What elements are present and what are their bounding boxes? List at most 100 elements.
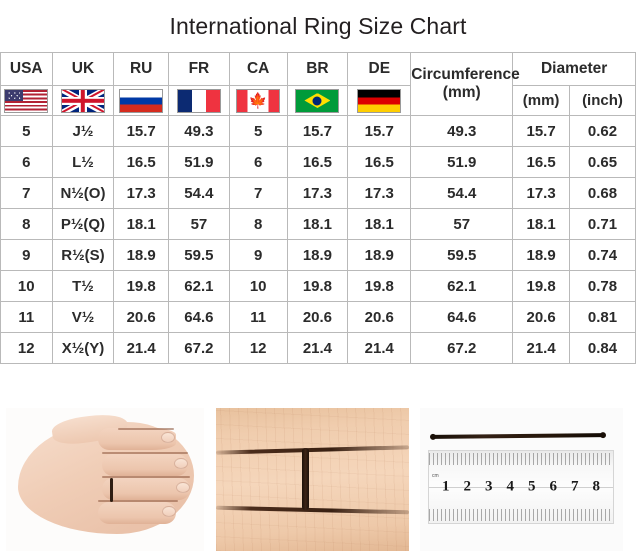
header-diameter-mm: (mm)	[512, 85, 570, 116]
cell-ru: 15.7	[113, 115, 169, 147]
cell-ca: 8	[228, 208, 288, 240]
ruler-tick-7: 7	[571, 478, 579, 495]
header-usa: USA	[0, 52, 53, 86]
page-title: International Ring Size Chart	[169, 13, 467, 39]
cell-uk: N½(O)	[51, 177, 115, 209]
cell-circumference: 49.3	[410, 115, 514, 147]
cell-de: 16.5	[347, 146, 412, 178]
cell-br: 18.1	[286, 208, 349, 240]
cell-de: 19.8	[347, 270, 412, 302]
string-wrapped-around-finger	[302, 448, 309, 510]
flag-usa-icon	[4, 88, 49, 113]
header-ru: RU	[113, 52, 169, 86]
ruler-tick-6: 6	[549, 478, 558, 495]
cell-uk: P½(Q)	[51, 208, 115, 240]
photo-string-on-ruler: cm 1 2 3 4 5 6 7 8	[420, 408, 623, 551]
cell-diameter-inch: 0.68	[568, 177, 636, 209]
cell-diameter-inch: 0.62	[568, 115, 636, 147]
ruler-tick-5: 5	[528, 478, 536, 495]
cell-usa: 6	[0, 146, 53, 178]
measured-string	[431, 433, 605, 439]
flag-cell-uk	[51, 85, 115, 116]
table-row: 8 P½(Q) 18.1 57 8 18.1 18.1 57 18.1 0.71	[0, 208, 636, 240]
flag-br-icon	[295, 88, 340, 113]
cell-ca: 12	[228, 332, 288, 364]
cell-br: 17.3	[286, 177, 349, 209]
ruler-tick-4: 4	[506, 478, 515, 495]
ruler: cm 1 2 3 4 5 6 7 8	[428, 450, 614, 524]
table-body: 5 J½ 15.7 49.3 5 15.7 15.7 49.3 15.7 0.6…	[0, 115, 636, 364]
cell-br: 20.6	[286, 301, 349, 333]
table-row: 10 T½ 19.8 62.1 10 19.8 19.8 62.1 19.8 0…	[0, 270, 636, 302]
cell-ca: 5	[228, 115, 288, 147]
cell-de: 20.6	[347, 301, 412, 333]
cell-ca: 7	[228, 177, 288, 209]
cell-fr: 62.1	[168, 270, 230, 302]
flag-uk-icon	[60, 88, 105, 113]
cell-ca: 10	[228, 270, 288, 302]
cell-diameter-inch: 0.74	[568, 239, 636, 271]
header-br: BR	[286, 52, 349, 86]
flag-de-icon	[357, 88, 402, 113]
table-header: USA UK RU FR CA BR DE Circumference (mm)…	[0, 52, 636, 116]
cell-diameter-inch: 0.71	[568, 208, 636, 240]
flag-cell-br	[286, 85, 349, 116]
table-row: 9 R½(S) 18.9 59.5 9 18.9 18.9 59.5 18.9 …	[0, 239, 636, 271]
header-diameter: Diameter	[512, 52, 636, 86]
flag-cell-ca: 🍁	[228, 85, 288, 116]
table-row: 5 J½ 15.7 49.3 5 15.7 15.7 49.3 15.7 0.6…	[0, 115, 636, 147]
ruler-tick-1: 1	[442, 478, 450, 495]
flag-ru-icon	[119, 88, 164, 113]
header-diameter-inch: (inch)	[568, 85, 636, 116]
cell-fr: 67.2	[168, 332, 230, 364]
flag-cell-ru	[113, 85, 169, 116]
cell-usa: 7	[0, 177, 53, 209]
photo-hand-with-string	[6, 408, 204, 551]
cell-ru: 21.4	[113, 332, 169, 364]
circumference-label: Circumference	[411, 66, 520, 84]
cell-diameter-mm: 19.8	[512, 270, 570, 302]
table-row: 11 V½ 20.6 64.6 11 20.6 20.6 64.6 20.6 0…	[0, 301, 636, 333]
cell-de: 15.7	[347, 115, 412, 147]
cell-br: 19.8	[286, 270, 349, 302]
ring-size-table: USA UK RU FR CA BR DE Circumference (mm)…	[0, 52, 636, 364]
cell-diameter-mm: 21.4	[512, 332, 570, 364]
cell-usa: 5	[0, 115, 53, 147]
table-row: 12 X½(Y) 21.4 67.2 12 21.4 21.4 67.2 21.…	[0, 332, 636, 364]
ruler-tick-3: 3	[485, 478, 493, 495]
cell-diameter-mm: 18.1	[512, 208, 570, 240]
cell-fr: 54.4	[168, 177, 230, 209]
photo-finger-closeup	[216, 408, 409, 551]
cell-circumference: 57	[410, 208, 514, 240]
cell-diameter-inch: 0.78	[568, 270, 636, 302]
cell-uk: R½(S)	[51, 239, 115, 271]
flag-cell-fr	[168, 85, 230, 116]
cell-diameter-mm: 15.7	[512, 115, 570, 147]
table-row: 6 L½ 16.5 51.9 6 16.5 16.5 51.9 16.5 0.6…	[0, 146, 636, 178]
flag-ca-icon: 🍁	[236, 88, 281, 113]
cell-usa: 11	[0, 301, 53, 333]
instruction-photos: cm 1 2 3 4 5 6 7 8	[0, 408, 636, 555]
cell-diameter-mm: 16.5	[512, 146, 570, 178]
header-label-row: USA UK RU FR CA BR DE Circumference (mm)…	[0, 52, 636, 116]
cell-usa: 8	[0, 208, 53, 240]
cell-diameter-mm: 20.6	[512, 301, 570, 333]
cell-diameter-inch: 0.84	[568, 332, 636, 364]
cell-ru: 20.6	[113, 301, 169, 333]
cell-fr: 57	[168, 208, 230, 240]
cell-ru: 16.5	[113, 146, 169, 178]
ruler-tick-2: 2	[463, 478, 472, 495]
flag-fr-icon	[176, 88, 221, 113]
cell-fr: 64.6	[168, 301, 230, 333]
cell-uk: V½	[51, 301, 115, 333]
cell-diameter-inch: 0.65	[568, 146, 636, 178]
cell-circumference: 67.2	[410, 332, 514, 364]
cell-uk: X½(Y)	[51, 332, 115, 364]
table-row: 7 N½(O) 17.3 54.4 7 17.3 17.3 54.4 17.3 …	[0, 177, 636, 209]
cell-ca: 9	[228, 239, 288, 271]
cell-circumference: 51.9	[410, 146, 514, 178]
cell-ca: 11	[228, 301, 288, 333]
cell-circumference: 54.4	[410, 177, 514, 209]
cell-fr: 51.9	[168, 146, 230, 178]
cell-ru: 17.3	[113, 177, 169, 209]
